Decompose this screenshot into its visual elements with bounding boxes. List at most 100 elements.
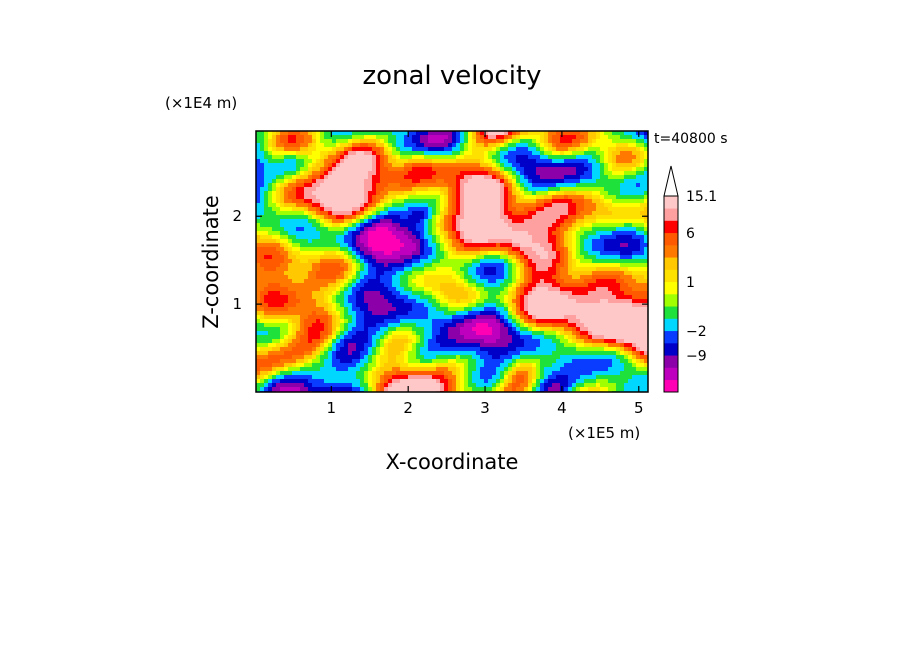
- field-cell: [260, 199, 265, 204]
- field-cell: [532, 315, 537, 320]
- field-cell: [536, 167, 541, 172]
- field-cell: [456, 171, 461, 176]
- field-cell: [412, 215, 417, 220]
- field-cell: [432, 187, 437, 192]
- field-cell: [476, 323, 481, 328]
- field-cell: [640, 187, 645, 192]
- field-cell: [480, 199, 485, 204]
- field-cell: [476, 199, 481, 204]
- field-cell: [412, 207, 417, 212]
- field-cell: [620, 159, 625, 164]
- field-cell: [524, 199, 529, 204]
- field-cell: [276, 155, 281, 160]
- field-cell: [544, 155, 549, 160]
- field-cell: [452, 167, 457, 172]
- field-cell: [552, 203, 557, 208]
- field-cell: [504, 255, 509, 260]
- field-cell: [552, 207, 557, 212]
- field-cell: [320, 131, 325, 136]
- field-cell: [628, 207, 633, 212]
- field-cell: [616, 175, 621, 180]
- field-cell: [524, 275, 529, 280]
- field-cell: [344, 247, 349, 252]
- field-cell: [556, 163, 561, 168]
- field-cell: [500, 283, 505, 288]
- field-cell: [600, 279, 605, 284]
- field-cell: [608, 151, 613, 156]
- field-cell: [364, 215, 369, 220]
- field-cell: [344, 275, 349, 280]
- field-cell: [460, 331, 465, 336]
- field-cell: [340, 183, 345, 188]
- field-cell: [260, 219, 265, 224]
- field-cell: [360, 163, 365, 168]
- field-cell: [356, 271, 361, 276]
- field-cell: [260, 255, 265, 260]
- field-cell: [304, 227, 309, 232]
- field-cell: [444, 307, 449, 312]
- field-cell: [572, 315, 577, 320]
- field-cell: [300, 307, 305, 312]
- field-cell: [460, 299, 465, 304]
- field-cell: [552, 219, 557, 224]
- field-cell: [284, 223, 289, 228]
- field-cell: [300, 175, 305, 180]
- field-cell: [304, 223, 309, 228]
- field-cell: [456, 279, 461, 284]
- field-cell: [480, 171, 485, 176]
- field-cell: [400, 255, 405, 260]
- field-cell: [456, 139, 461, 144]
- field-cell: [564, 291, 569, 296]
- field-cell: [368, 175, 373, 180]
- field-cell: [620, 211, 625, 216]
- field-cell: [528, 131, 533, 136]
- field-cell: [352, 183, 357, 188]
- field-cell: [520, 239, 525, 244]
- field-cell: [444, 135, 449, 140]
- field-cell: [436, 167, 441, 172]
- field-cell: [644, 227, 648, 232]
- field-cell: [424, 319, 429, 324]
- field-cell: [488, 191, 493, 196]
- field-cell: [552, 171, 557, 176]
- field-cell: [416, 167, 421, 172]
- field-cell: [504, 203, 509, 208]
- field-cell: [600, 251, 605, 256]
- field-cell: [288, 203, 293, 208]
- field-cell: [428, 283, 433, 288]
- field-cell: [452, 135, 457, 140]
- field-cell: [284, 147, 289, 152]
- field-cell: [468, 227, 473, 232]
- field-cell: [420, 331, 425, 336]
- field-cell: [292, 183, 297, 188]
- field-cell: [596, 283, 601, 288]
- field-cell: [376, 147, 381, 152]
- field-cell: [588, 327, 593, 332]
- field-cell: [324, 319, 329, 324]
- field-cell: [580, 203, 585, 208]
- field-cell: [320, 315, 325, 320]
- field-cell: [488, 135, 493, 140]
- field-cell: [456, 247, 461, 252]
- field-cell: [524, 283, 529, 288]
- field-cell: [420, 291, 425, 296]
- field-cell: [612, 147, 617, 152]
- field-cell: [564, 287, 569, 292]
- field-cell: [332, 135, 337, 140]
- field-cell: [524, 251, 529, 256]
- field-cell: [468, 215, 473, 220]
- field-cell: [408, 331, 413, 336]
- field-cell: [360, 323, 365, 328]
- field-cell: [284, 235, 289, 240]
- field-cell: [452, 191, 457, 196]
- field-cell: [632, 247, 637, 252]
- field-cell: [592, 219, 597, 224]
- field-cell: [348, 135, 353, 140]
- field-cell: [416, 155, 421, 160]
- field-cell: [296, 167, 301, 172]
- field-cell: [516, 187, 521, 192]
- field-cell: [396, 287, 401, 292]
- field-cell: [576, 263, 581, 268]
- field-cell: [560, 179, 565, 184]
- field-cell: [484, 155, 489, 160]
